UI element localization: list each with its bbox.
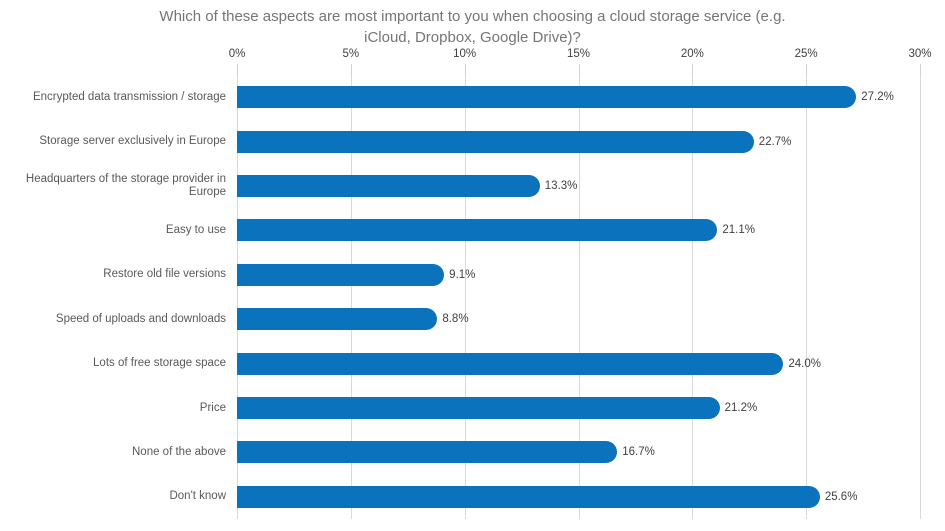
bar-track: 22.7% [237,130,920,153]
bar-row: None of the above 16.7% [0,430,945,474]
gridline [920,75,921,519]
bar [237,485,820,508]
bar-track: 21.2% [237,397,920,420]
x-axis-tick-label: 5% [342,48,360,60]
value-label: 21.1% [722,224,755,237]
bar-row: Restore old file versions 9.1% [0,253,945,297]
x-axis-tick-mark [464,64,466,75]
x-axis-tick-mark [692,64,694,75]
category-label: Lots of free storage space [93,357,226,370]
x-axis-tick-label: 30% [908,48,932,60]
value-label: 22.7% [758,135,792,148]
x-axis-tick-mark [806,64,808,75]
x-axis-tick-mark [578,64,580,75]
value-label: 27.2% [861,91,894,104]
bar [237,441,618,464]
category-label: Encrypted data transmission / storage [32,90,226,103]
bar [237,263,445,286]
chart-title: Which of these aspects are most importan… [0,6,945,48]
x-axis-tick-label: 25% [794,48,818,60]
bar-track: 21.1% [237,219,920,242]
gridline [806,75,808,519]
x-axis-tick-label: 0% [228,48,246,60]
bar [237,219,718,242]
bar [237,175,540,198]
category-label: None of the above [132,445,226,458]
bar-row: Headquarters of the storage provider in … [0,164,945,208]
value-label: 25.6% [824,490,858,503]
bar-row: Speed of uploads and downloads 8.8% [0,297,945,341]
x-axis-tick-label: 20% [680,48,704,60]
bar [237,86,857,109]
gridline [464,75,466,519]
bar-track: 16.7% [237,441,920,464]
bar-track: 9.1% [237,263,920,286]
x-axis-tick-mark [920,64,921,75]
category-label: Easy to use [165,223,226,236]
chart-title-line-1: Which of these aspects are most importan… [159,8,786,25]
category-label: Restore old file versions [103,268,226,281]
x-axis-tick-mark [350,64,352,75]
category-label: Storage server exclusively in Europe [39,135,226,148]
bar-track: 25.6% [237,485,920,508]
bar-row: Encrypted data transmission / storage 27.… [0,75,945,119]
bar [237,308,438,331]
category-label: Don't know [169,490,226,503]
bar-rows: Encrypted data transmission / storage 27.… [0,75,945,519]
bar [237,352,784,375]
value-label: 21.2% [724,402,758,415]
bar-track: 8.8% [237,308,920,331]
bar-row: Storage server exclusively in Europe 22.7… [0,119,945,163]
value-label: 9.1% [449,268,476,281]
category-label: Price [199,401,226,414]
value-label: 24.0% [788,357,821,370]
bar [237,130,754,153]
bar [237,397,720,420]
bar-row: Don't know 25.6% [0,475,945,519]
value-label: 8.8% [442,313,469,326]
value-label: 13.3% [544,180,578,193]
gridline [237,75,238,519]
bar-track: 13.3% [237,175,920,198]
category-label: Headquarters of the storage provider in … [25,173,226,199]
chart-title-line-2: iCloud, Dropbox, Google Drive)? [364,29,581,46]
gridline [692,75,694,519]
bar-track: 27.2% [237,86,920,109]
bar-row: Price 21.2% [0,386,945,430]
x-axis-tick-mark [237,64,238,75]
bar-track: 24.0% [237,352,920,375]
category-label: Speed of uploads and downloads [55,312,226,325]
x-axis-tick-label: 15% [566,48,591,60]
gridline [578,75,580,519]
value-label: 16.7% [622,446,655,459]
bar-row: Lots of free storage space 24.0% [0,341,945,385]
x-axis-tick-label: 10% [453,48,477,60]
gridline [350,75,352,519]
bar-row: Easy to use 21.1% [0,208,945,252]
